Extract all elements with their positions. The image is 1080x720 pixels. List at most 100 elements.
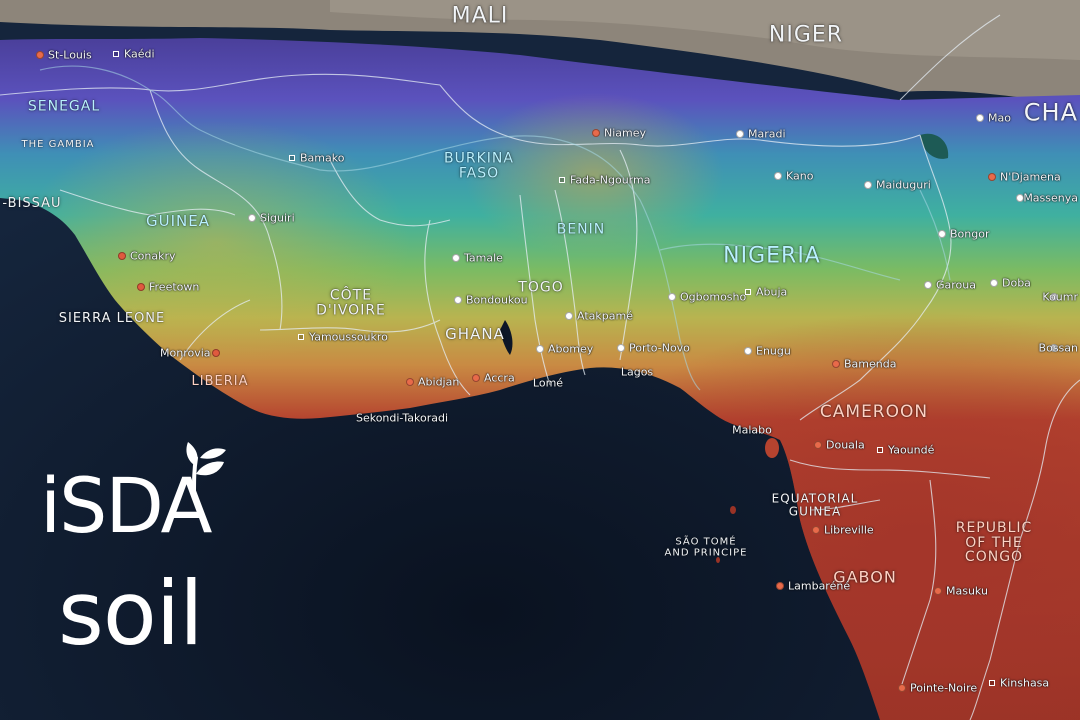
city-marker-masuku [934,587,942,595]
city-label-garoua: Garoua [936,278,976,292]
city-label-massenya: Massenya [1023,191,1078,205]
country-label-guinea-bissau: -BISSAU [2,196,62,212]
city-label-st-louis: St-Louis [48,48,92,62]
city-marker-st-louis [36,51,44,59]
capital-marker-kaedi [113,51,119,57]
city-marker-freetown [137,283,145,291]
city-label-bossangoa: Bossan [1038,341,1078,355]
city-label-abomey: Abomey [548,342,594,356]
city-marker-koumra [1050,293,1058,301]
city-marker-tamale [452,254,460,262]
city-label-accra: Accra [484,371,515,385]
logo-soil-text: soil [58,562,204,665]
city-marker-bongor [938,230,946,238]
city-marker-siguiri [248,214,256,222]
city-label-sekondi-takoradi: Sekondi-Takoradi [355,411,449,425]
country-label-niger: NIGER [768,22,844,48]
city-label-kaedi: Kaédi [124,47,155,61]
capital-marker-abuja [745,289,751,295]
country-label-ghana: GHANA [445,325,505,344]
country-label-gabon: GABON [833,567,897,587]
capital-marker-yaounde [877,447,883,453]
city-marker-accra [472,374,480,382]
city-marker-doba [990,279,998,287]
city-marker-conakry [118,252,126,260]
country-label-cote-divoire: CÔTE D'IVOIRE [316,287,386,318]
logo-isda-text: iSDA [40,461,213,550]
city-label-lagos: Lagos [620,365,654,379]
city-label-yaounde: Yaoundé [888,443,935,457]
city-label-maiduguri: Maiduguri [876,178,931,192]
city-marker-niamey [592,129,600,137]
leaf-sprout-icon [186,442,226,498]
city-label-niamey: Niamey [604,126,647,140]
city-marker-abidjan [406,378,414,386]
city-label-kano: Kano [786,169,814,183]
city-marker-atakpame [565,312,573,320]
country-label-senegal: SENEGAL [27,98,101,115]
city-label-doba: Doba [1002,276,1031,290]
city-marker-abomey [536,345,544,353]
city-marker-porto-novo [617,344,625,352]
city-marker-pointe-noire [898,684,906,692]
city-label-abuja: Abuja [756,285,788,299]
city-marker-kano [774,172,782,180]
city-label-fada-ngourma: Fada-Ngourma [570,173,651,187]
city-label-conakry: Conakry [130,249,176,263]
city-marker-maiduguri [864,181,872,189]
capital-marker-fada-ngourma [559,177,565,183]
capital-marker-bamako [289,155,295,161]
country-label-guinea: GUINEA [146,212,210,231]
city-label-tamale: Tamale [464,251,503,265]
city-marker-enugu [744,347,752,355]
city-label-mao: Mao [988,111,1011,125]
city-label-bondoukou: Bondoukou [466,293,528,307]
capital-marker-kinshasa [989,680,995,686]
city-label-bongor: Bongor [950,227,990,241]
city-marker-bamenda [832,360,840,368]
country-label-liberia: LIBERIA [191,374,249,390]
country-label-the-gambia: THE GAMBIA [21,138,95,150]
city-label-koumra: Koumr [1042,290,1078,304]
city-marker-lambarene [776,582,784,590]
city-label-lambarene: Lambaréné [788,579,851,593]
city-marker-bossangoa [1050,344,1058,352]
city-label-pointe-noire: Pointe-Noire [910,681,978,695]
country-label-chad: CHA [1023,98,1078,127]
city-marker-libreville [812,526,820,534]
city-label-ndjamena: N'Djamena [1000,170,1061,184]
city-label-bamenda: Bamenda [844,357,897,371]
country-label-mali: MALI [451,3,509,29]
country-label-benin: BENIN [556,221,606,238]
country-label-equatorial-guinea: EQUATORIAL GUINEA [771,491,859,518]
city-marker-ogbomosho [668,293,676,301]
city-label-maradi: Maradi [748,127,786,141]
city-label-yamoussoukro: Yamoussoukro [309,330,388,344]
city-label-masuku: Masuku [946,584,988,598]
city-marker-douala [814,441,822,449]
city-marker-massenya [1016,194,1024,202]
capital-marker-yamoussoukro [298,334,304,340]
city-label-siguiri: Siguiri [260,211,295,225]
country-label-cameroon: CAMEROON [819,402,929,423]
country-label-togo: TOGO [518,279,564,296]
city-label-enugu: Enugu [756,344,791,358]
city-label-bamako: Bamako [300,151,345,165]
city-label-atakpame: Atakpamé [577,309,633,323]
country-label-nigeria: NIGERIA [723,243,821,269]
city-label-douala: Douala [826,438,865,452]
city-label-ogbomosho: Ogbomosho [680,290,747,304]
city-label-freetown: Freetown [149,280,200,294]
city-label-monrovia: Monrovia [160,346,211,360]
city-marker-mao [976,114,984,122]
country-label-republic-of-the-congo: REPUBLIC OF THE CONGO [955,519,1033,566]
city-marker-monrovia [212,349,220,357]
city-label-porto-novo: Porto-Novo [629,341,690,355]
country-label-sao-tome: SÃO TOMÉ AND PRINCIPE [664,536,748,558]
city-marker-ndjamena [988,173,996,181]
city-label-malabo: Malabo [732,423,772,437]
city-label-kinshasa: Kinshasa [1000,676,1050,690]
city-marker-maradi [736,130,744,138]
